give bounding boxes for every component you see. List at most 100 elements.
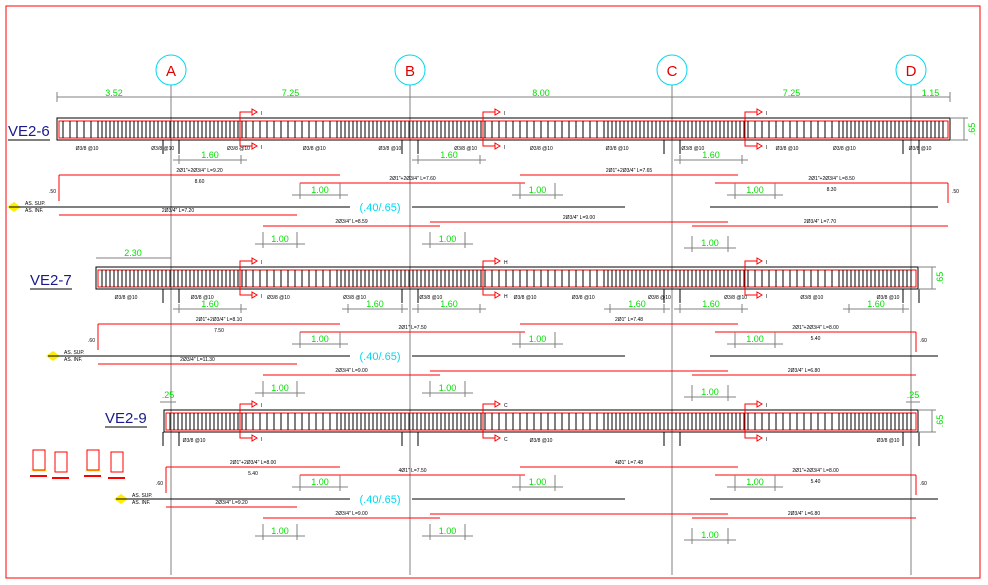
support-length-dimension: 1.60 [440, 299, 458, 309]
top-bar-label: 2Ø1" L=7.48 [615, 317, 643, 323]
section-arrow-icon [494, 142, 501, 150]
stirrup-spacing-label: Ø3/8 @10 [530, 438, 553, 444]
top-bar-label: 2Ø1"+2Ø3/4" L=7.60 [389, 176, 436, 182]
stirrup-spacing-label: Ø3/8 @10 [191, 295, 214, 301]
section-cut-line [744, 403, 757, 439]
span-dimension: 7.25 [783, 88, 801, 98]
section-mark-label: I [261, 403, 262, 409]
sheet-border [5, 5, 981, 579]
stirrup-spacing-label: Ø3/8 @10 [378, 146, 401, 152]
lap-length-dimension: 1.00 [746, 477, 764, 487]
section-mark-label: I [766, 294, 767, 300]
section-cut-line [744, 260, 757, 296]
span-dimension: 7.25 [282, 88, 300, 98]
as-sup-label: AS. SUP. [64, 350, 84, 356]
support-length-dimension: 1.60 [702, 299, 720, 309]
overhang-dimension: 2.30 [124, 248, 142, 258]
beam-ve2-6 [7, 108, 951, 212]
section-cut-line [744, 111, 757, 147]
section-detail-rect [86, 449, 100, 471]
top-bar-label: 4Ø1" L=7.48 [615, 460, 643, 466]
stirrup-spacing-label: Ø3/8 @10 [648, 295, 671, 301]
section-size-label: (.40/.65) [360, 351, 401, 363]
support-length-dimension: 1.60 [201, 150, 219, 160]
grid-bubble-c [656, 54, 688, 86]
stirrup-spacing-label: Ø3/8 @10 [606, 146, 629, 152]
section-cut-line [239, 111, 252, 147]
stirrup-spacing-label: Ø3/8 @10 [681, 146, 704, 152]
stirrup-spacing-label: Ø3/8 @10 [227, 146, 250, 152]
bottom-bar-label: 2Ø3/4" L=9.20 [215, 500, 247, 506]
top-bar-length: 7.50 [214, 328, 224, 334]
stirrup-spacing-label: Ø3/8 @10 [343, 295, 366, 301]
lap-length-dimension: 1.00 [701, 238, 719, 248]
grid-bubble-b [394, 54, 426, 86]
stirrup-spacing-label: Ø3/8 @10 [530, 146, 553, 152]
column-dimension: .25 [907, 390, 920, 400]
stirrup-spacing-label: Ø3/8 @10 [800, 295, 823, 301]
section-arrow-icon [251, 400, 258, 408]
top-bar-label: 2Ø1"+2Ø3/4" L=8.00 [792, 325, 839, 331]
top-bar-label: 2Ø1"+2Ø3/4" L=8.00 [230, 460, 277, 466]
bottom-bar-label: 2Ø3/4" L=6.80 [788, 368, 820, 374]
bottom-bar-label: 2Ø3/4" L=6.80 [788, 511, 820, 517]
as-inf-label: AS. INF. [132, 500, 150, 506]
top-bar-label: 2Ø1" L=7.50 [398, 325, 426, 331]
section-arrow-icon [756, 108, 763, 116]
lap-length-dimension: 1.00 [311, 185, 329, 195]
section-detail-rect [32, 449, 46, 471]
section-mark-label: C [504, 437, 508, 443]
top-bar-length: 5.40 [811, 479, 821, 485]
support-length-dimension: 1.60 [702, 150, 720, 160]
section-arrow-icon [494, 400, 501, 408]
section-mark-label: I [261, 260, 262, 266]
top-bar-length: 8.60 [195, 179, 205, 185]
support-length-dimension: 1.60 [440, 150, 458, 160]
support-length-dimension: 1.60 [867, 299, 885, 309]
section-cut-line [482, 260, 495, 296]
top-bar-label: 2Ø1"+2Ø3/4" L=9.20 [176, 168, 223, 174]
hook-length-label: .60 [920, 338, 927, 344]
bottom-bar-label: 2Ø3/4" L=11.30 [180, 357, 215, 363]
section-mark-label: I [261, 145, 262, 151]
section-mark-label: I [766, 437, 767, 443]
lap-length-dimension: 1.00 [311, 334, 329, 344]
stirrup-spacing-label: Ø3/8 @10 [267, 295, 290, 301]
section-arrow-icon [756, 400, 763, 408]
section-arrow-icon [494, 434, 501, 442]
as-inf-label: AS. INF. [64, 357, 82, 363]
beam-reinforcement-cage [58, 120, 949, 139]
lap-length-dimension: 1.00 [701, 387, 719, 397]
section-mark-label: I [504, 145, 505, 151]
section-mark-label: I [261, 111, 262, 117]
hook-length-label: .50 [49, 189, 56, 195]
stirrup-spacing-label: Ø3/8 @10 [724, 295, 747, 301]
section-arrow-icon [251, 142, 258, 150]
top-bar-label: 2Ø1"+2Ø3/4" L=7.65 [606, 168, 653, 174]
section-mark-label: H [504, 294, 508, 300]
column-section-details [32, 449, 124, 473]
stirrup-spacing-label: Ø3/8 @10 [833, 146, 856, 152]
beam-height-dimension: .65 [935, 415, 945, 428]
span-dimension: 8.00 [532, 88, 550, 98]
section-mark-label: I [261, 437, 262, 443]
hook-length-label: .60 [156, 481, 163, 487]
support-length-dimension: 1.60 [628, 299, 646, 309]
lap-length-dimension: 1.00 [271, 526, 289, 536]
section-arrow-icon [251, 108, 258, 116]
bottom-bar-label: 2Ø3/4" L=8.59 [335, 219, 367, 225]
grid-bubble-a [155, 54, 187, 86]
section-arrow-icon [756, 142, 763, 150]
span-dimension: 3.52 [105, 88, 123, 98]
section-mark-label: I [504, 111, 505, 117]
lap-length-dimension: 1.00 [439, 526, 457, 536]
stirrup-spacing-label: Ø3/8 @10 [419, 295, 442, 301]
stirrup-spacing-label: Ø3/8 @10 [454, 146, 477, 152]
section-cut-line [239, 260, 252, 296]
lap-length-dimension: 1.00 [529, 334, 547, 344]
grid-label: C [667, 63, 678, 80]
section-cut-line [482, 403, 495, 439]
stirrup-spacing-label: Ø3/8 @10 [909, 146, 932, 152]
stirrup-spacing-label: Ø3/8 @10 [303, 146, 326, 152]
hook-length-label: .60 [88, 338, 95, 344]
